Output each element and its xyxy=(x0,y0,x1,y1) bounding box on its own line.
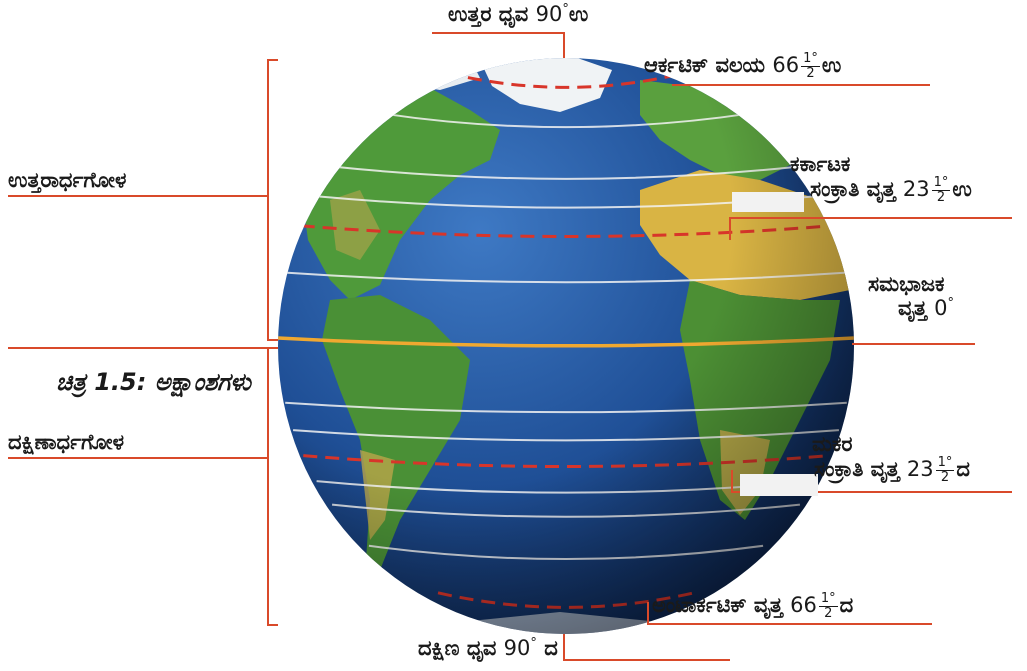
antarctic-leader xyxy=(647,602,932,625)
arctic-circle-label: ಆರ್ಕಟಿಕ್ ವಲಯ 66 1° 2 ಉ xyxy=(644,52,841,80)
arctic-degrees: 66 xyxy=(772,53,800,78)
arctic-text: ಆರ್ಕಟಿಕ್ ವಲಯ xyxy=(644,53,766,78)
capricorn-leader xyxy=(731,470,1012,493)
north-pole-text: ಉತ್ತರ ಧೃವ xyxy=(448,2,529,26)
north-pole-leader xyxy=(432,32,565,58)
south-pole-text: ದಕ್ಷಿಣ ಧೃವ xyxy=(418,636,497,660)
tropic-of-cancer-label: ಕರ್ಕಾಟಕ ಸಂಕ್ರಾತಿ ವೃತ್ತ 23 1° 2 ಉ xyxy=(790,152,972,205)
north-pole-direction: ಉ xyxy=(568,2,589,26)
southern-hemisphere-label: ದಕ್ಷಿಣಾರ್ಧಗೋಳ xyxy=(8,430,125,454)
north-pole-label: ಉತ್ತರ ಧೃವ 90°ಉ xyxy=(448,2,589,26)
cancer-line2: ಸಂಕ್ರಾತಿ ವೃತ್ತ xyxy=(810,177,896,202)
arctic-fraction: 1° 2 xyxy=(801,51,820,81)
antarctic-degrees: 66 xyxy=(790,593,817,618)
capricorn-line2: ಸಂಕ್ರಾತಿ ವೃತ್ತ xyxy=(814,457,900,482)
globe-shading xyxy=(278,58,854,634)
capricorn-label-mask xyxy=(740,474,818,496)
cancer-leader xyxy=(729,217,1012,240)
leader-lines xyxy=(8,32,1012,661)
antarctic-text: ಅಂಟಾರ್ಕಟಿಕ್ ವೃತ್ತ xyxy=(652,593,783,618)
antarctic-fraction: 1° 2 xyxy=(818,591,838,621)
south-pole-degrees: 90 xyxy=(503,636,531,660)
equator-line2: ವೃತ್ತ xyxy=(898,296,927,321)
capricorn-line1: ಮಕರ xyxy=(812,432,853,456)
hemisphere-brackets xyxy=(267,59,278,626)
equator-degrees: 0 xyxy=(934,296,948,321)
cancer-line1: ಕರ್ಕಾಟಕ xyxy=(790,152,851,176)
cancer-degrees: 23 xyxy=(902,177,930,202)
capricorn-direction: ದ xyxy=(956,457,970,482)
capricorn-fraction: 1° 2 xyxy=(935,455,955,485)
northern-bracket xyxy=(267,59,278,341)
antarctic-direction: ದ xyxy=(839,593,854,618)
cancer-fraction: 1° 2 xyxy=(931,175,951,205)
south-pole-direction: ದ xyxy=(544,636,558,660)
tropic-of-capricorn-label: ಮಕರ ಸಂಕ್ರಾತಿ ವೃತ್ತ 23 1° 2 ದ xyxy=(812,432,970,485)
southern-bracket xyxy=(267,347,278,626)
south-pole-label: ದಕ್ಷಿಣ ಧೃವ 90° ದ xyxy=(418,636,558,660)
capricorn-degrees: 23 xyxy=(906,457,934,482)
figure-caption: ಚಿತ್ರ 1.5: ಅಕ್ಷಾಂಶಗಳು xyxy=(56,368,251,396)
northern-hemisphere-label: ಉತ್ತರಾರ್ಧಗೋಳ xyxy=(8,168,127,192)
south-pole-leader xyxy=(563,634,730,661)
cancer-direction: ಉ xyxy=(952,177,972,202)
equator-line1: ಸಮಭಾಜಕ xyxy=(868,272,945,296)
equator-label: ಸಮಭಾಜಕ ವೃತ್ತ 0° xyxy=(868,272,955,321)
cancer-label-mask xyxy=(732,192,804,212)
north-pole-degrees: 90 xyxy=(535,2,563,26)
antarctic-circle-label: ಅಂಟಾರ್ಕಟಿಕ್ ವೃತ್ತ 66 1° 2 ದ xyxy=(652,592,853,620)
arctic-direction: ಉ xyxy=(821,53,842,78)
